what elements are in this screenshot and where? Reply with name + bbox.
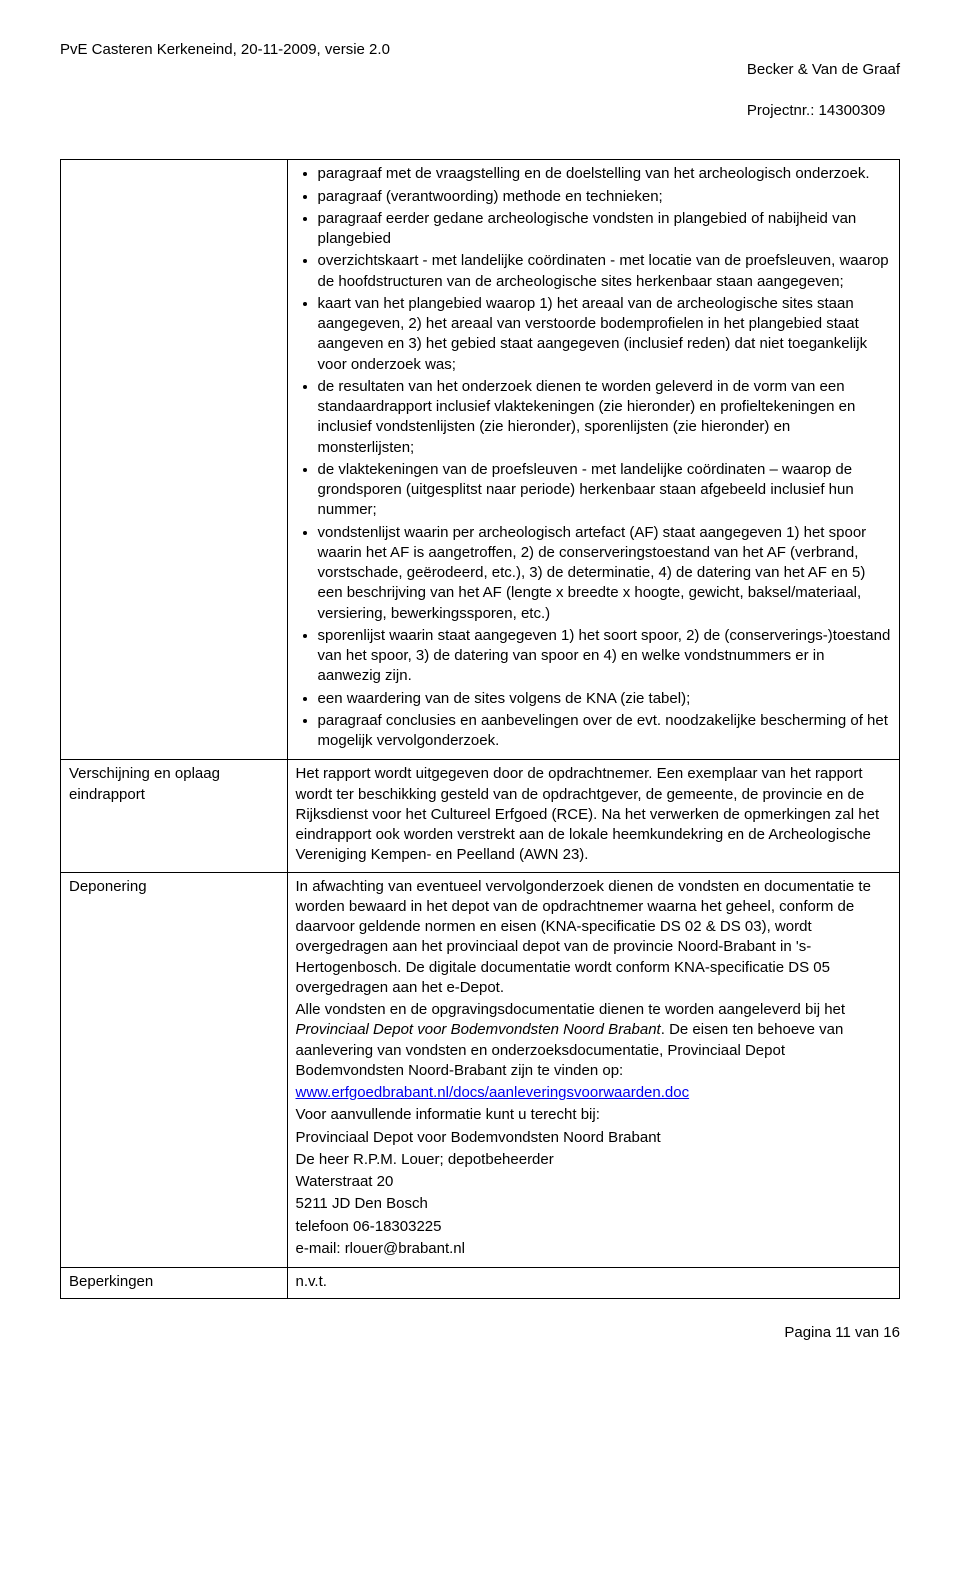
deponering-p6: Waterstraat 20 [296,1172,891,1192]
header-company: Becker & Van de Graaf [747,60,900,80]
list-item: de vlaktekeningen van de proefsleuven - … [318,460,891,521]
list-item: de resultaten van het onderzoek dienen t… [318,377,891,458]
cell-deponering-text: In afwachting van eventueel vervolgonder… [287,872,899,1268]
header-projectnr: Projectnr.: 14300309 [747,101,900,121]
page-header: PvE Casteren Kerkeneind, 20-11-2009, ver… [60,40,900,141]
content-table: paragraaf met de vraagstelling en de doe… [60,159,900,1299]
deponering-p5: De heer R.P.M. Louer; depotbeheerder [296,1150,891,1170]
list-item: overzichtskaart - met landelijke coördin… [318,251,891,292]
list-item: kaart van het plangebied waarop 1) het a… [318,294,891,375]
deponering-p2-a: Alle vondsten en de opgravingsdocumentat… [296,1001,846,1018]
list-item: paragraaf (verantwoording) methode en te… [318,187,891,207]
cell-bullets: paragraaf met de vraagstelling en de doe… [287,160,899,760]
list-item: sporenlijst waarin staat aangegeven 1) h… [318,626,891,687]
list-item: paragraaf met de vraagstelling en de doe… [318,164,891,184]
list-item: paragraaf eerder gedane archeologische v… [318,209,891,250]
table-row: paragraaf met de vraagstelling en de doe… [61,160,900,760]
header-right: Becker & Van de Graaf Projectnr.: 143003… [747,40,900,141]
deponering-p9: e-mail: rlouer@brabant.nl [296,1239,891,1259]
deponering-p2-em: Provinciaal Depot voor Bodemvondsten Noo… [296,1021,661,1038]
list-item: een waardering van de sites volgens de K… [318,689,891,709]
deponering-link-line: www.erfgoedbrabant.nl/docs/aanleveringsv… [296,1083,891,1103]
list-item: vondstenlijst waarin per archeologisch a… [318,523,891,624]
deponering-p3: Voor aanvullende informatie kunt u terec… [296,1105,891,1125]
table-row: Deponering In afwachting van eventueel v… [61,872,900,1268]
page-footer: Pagina 11 van 16 [60,1323,900,1343]
cell-verschijning-text: Het rapport wordt uitgegeven door de opd… [287,760,899,872]
cell-verschijning-label: Verschijning en oplaag eindrapport [61,760,288,872]
cell-beperkingen-label: Beperkingen [61,1268,288,1299]
bullet-list: paragraaf met de vraagstelling en de doe… [296,164,891,751]
deponering-p4: Provinciaal Depot voor Bodemvondsten Noo… [296,1128,891,1148]
table-row: Beperkingen n.v.t. [61,1268,900,1299]
header-left: PvE Casteren Kerkeneind, 20-11-2009, ver… [60,40,390,141]
deponering-link[interactable]: www.erfgoedbrabant.nl/docs/aanleveringsv… [296,1084,690,1101]
deponering-p8: telefoon 06-18303225 [296,1217,891,1237]
list-item: paragraaf conclusies en aanbevelingen ov… [318,711,891,752]
deponering-p1: In afwachting van eventueel vervolgonder… [296,877,891,999]
cell-beperkingen-value: n.v.t. [287,1268,899,1299]
deponering-p2: Alle vondsten en de opgravingsdocumentat… [296,1000,891,1081]
cell-deponering-label: Deponering [61,872,288,1268]
cell-left-empty [61,160,288,760]
deponering-p7: 5211 JD Den Bosch [296,1194,891,1214]
document-page: PvE Casteren Kerkeneind, 20-11-2009, ver… [0,0,960,1384]
table-row: Verschijning en oplaag eindrapport Het r… [61,760,900,872]
